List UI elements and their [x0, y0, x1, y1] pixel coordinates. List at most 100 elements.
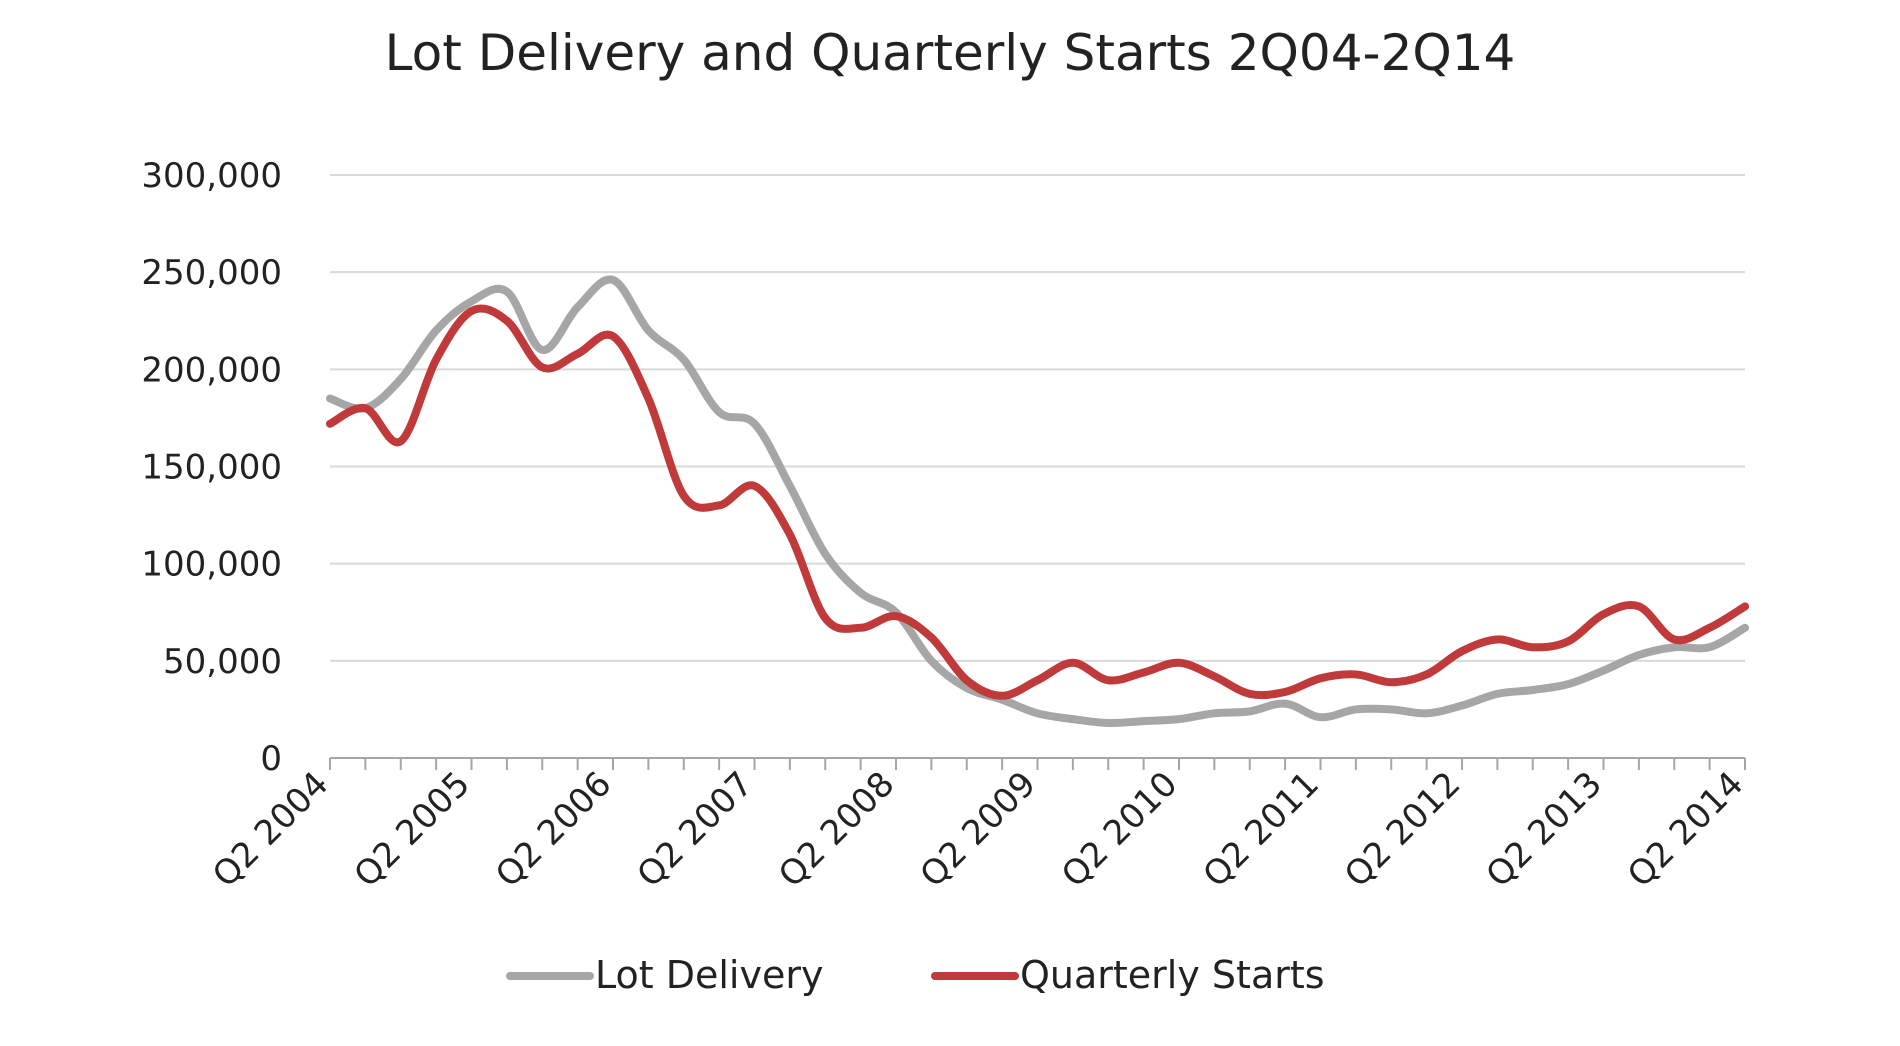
data-point-quarterly-starts: [1281, 688, 1289, 696]
data-point-lot-delivery: [1670, 643, 1678, 651]
data-point-lot-delivery: [1635, 651, 1643, 659]
data-point-quarterly-starts: [1069, 659, 1077, 667]
data-point-lot-delivery: [538, 346, 546, 354]
data-point-quarterly-starts: [503, 317, 511, 325]
y-tick-label: 250,000: [141, 253, 282, 293]
data-point-quarterly-starts: [397, 437, 405, 445]
data-point-quarterly-starts: [361, 404, 369, 412]
x-tick-label: Q2 2014: [1620, 764, 1751, 895]
x-tick-label: Q2 2009: [913, 764, 1044, 895]
y-tick-label: 150,000: [141, 448, 282, 488]
legend-label-quarterly-starts: Quarterly Starts: [1020, 953, 1325, 997]
data-point-quarterly-starts: [998, 692, 1006, 700]
data-point-quarterly-starts: [1670, 635, 1678, 643]
data-point-quarterly-starts: [1140, 668, 1148, 676]
data-point-quarterly-starts: [1352, 670, 1360, 678]
data-point-lot-delivery: [1069, 715, 1077, 723]
y-tick-label: 300,000: [141, 156, 282, 196]
data-point-quarterly-starts: [1387, 678, 1395, 686]
data-point-quarterly-starts: [1034, 676, 1042, 684]
data-point-lot-delivery: [326, 394, 334, 402]
x-tick-label: Q2 2005: [347, 764, 478, 895]
chart-title: Lot Delivery and Quarterly Starts 2Q04-2…: [385, 24, 1516, 82]
data-point-quarterly-starts: [1741, 602, 1749, 610]
data-point-lot-delivery: [432, 326, 440, 334]
legend: Lot Delivery Quarterly Starts: [506, 953, 1325, 997]
data-point-quarterly-starts: [1458, 647, 1466, 655]
data-point-quarterly-starts: [892, 612, 900, 620]
data-point-lot-delivery: [1281, 700, 1289, 708]
data-point-quarterly-starts: [432, 356, 440, 364]
data-point-lot-delivery: [1175, 715, 1183, 723]
data-point-lot-delivery: [644, 326, 652, 334]
data-point-quarterly-starts: [786, 531, 794, 539]
x-tick-label: Q2 2006: [488, 764, 619, 895]
series-lines: [326, 275, 1749, 728]
data-point-quarterly-starts: [538, 363, 546, 371]
data-point-quarterly-starts: [1423, 670, 1431, 678]
data-point-lot-delivery: [468, 297, 476, 305]
data-point-lot-delivery: [574, 303, 582, 311]
data-point-quarterly-starts: [326, 420, 334, 428]
x-tick-label: Q2 2013: [1479, 764, 1610, 895]
data-point-lot-delivery: [609, 276, 617, 284]
data-point-lot-delivery: [1034, 709, 1042, 717]
y-tick-label: 50,000: [163, 642, 282, 682]
data-point-lot-delivery: [1423, 709, 1431, 717]
data-point-lot-delivery: [680, 356, 688, 364]
x-tick-label: Q2 2008: [771, 764, 902, 895]
data-point-quarterly-starts: [927, 634, 935, 642]
data-point-quarterly-starts: [1635, 602, 1643, 610]
data-point-quarterly-starts: [468, 307, 476, 315]
x-tick-label: Q2 2004: [205, 764, 336, 895]
data-point-lot-delivery: [1600, 667, 1608, 675]
data-point-lot-delivery: [1140, 717, 1148, 725]
data-point-quarterly-starts: [1210, 672, 1218, 680]
data-point-quarterly-starts: [1706, 624, 1714, 632]
y-tick-label: 0: [260, 739, 282, 779]
x-tick-label: Q2 2010: [1054, 764, 1185, 895]
legend-label-lot-delivery: Lot Delivery: [595, 953, 823, 997]
data-point-quarterly-starts: [1175, 659, 1183, 667]
y-tick-label: 100,000: [141, 545, 282, 585]
data-point-quarterly-starts: [1317, 674, 1325, 682]
data-point-lot-delivery: [715, 408, 723, 416]
data-point-lot-delivery: [927, 657, 935, 665]
data-point-quarterly-starts: [857, 624, 865, 632]
series-line-lot-delivery: [326, 275, 1749, 728]
x-tick-label: Q2 2007: [630, 764, 761, 895]
data-point-lot-delivery: [1246, 707, 1254, 715]
data-point-lot-delivery: [1210, 709, 1218, 717]
data-point-lot-delivery: [1104, 719, 1112, 727]
y-tick-label: 200,000: [141, 350, 282, 390]
x-tick-label: Q2 2011: [1196, 764, 1327, 895]
data-point-quarterly-starts: [1529, 643, 1537, 651]
data-point-lot-delivery: [751, 420, 759, 428]
data-point-quarterly-starts: [1246, 690, 1254, 698]
data-point-quarterly-starts: [821, 614, 829, 622]
data-point-quarterly-starts: [1493, 635, 1501, 643]
data-point-lot-delivery: [1317, 713, 1325, 721]
data-point-quarterly-starts: [680, 492, 688, 500]
data-point-lot-delivery: [1529, 686, 1537, 694]
series-line-quarterly-starts: [326, 304, 1749, 700]
data-point-lot-delivery: [503, 288, 511, 296]
data-point-quarterly-starts: [574, 350, 582, 358]
data-point-quarterly-starts: [609, 332, 617, 340]
data-point-lot-delivery: [1741, 624, 1749, 632]
data-point-lot-delivery: [1458, 702, 1466, 710]
data-point-lot-delivery: [1564, 680, 1572, 688]
data-point-quarterly-starts: [644, 394, 652, 402]
data-point-quarterly-starts: [715, 501, 723, 509]
data-point-lot-delivery: [786, 482, 794, 490]
data-point-lot-delivery: [1706, 643, 1714, 651]
data-point-lot-delivery: [397, 375, 405, 383]
data-point-lot-delivery: [821, 550, 829, 558]
data-point-lot-delivery: [1493, 690, 1501, 698]
x-tick-label: Q2 2012: [1337, 764, 1468, 895]
data-point-lot-delivery: [1387, 705, 1395, 713]
data-point-quarterly-starts: [1564, 637, 1572, 645]
data-point-quarterly-starts: [1104, 676, 1112, 684]
